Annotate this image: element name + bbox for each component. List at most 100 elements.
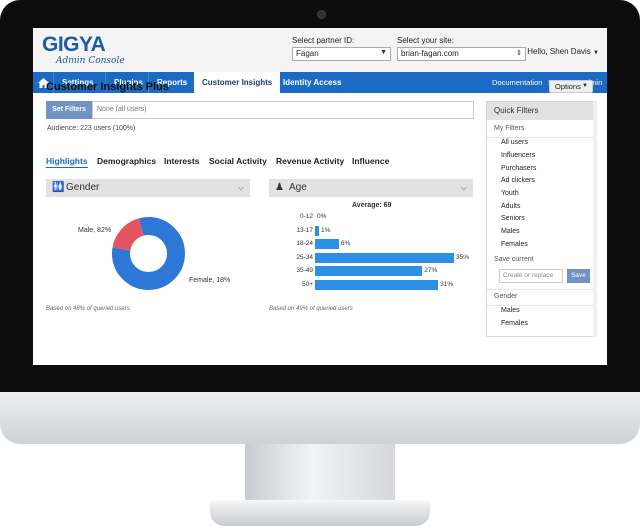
- save-filter-input[interactable]: Create or replace: [499, 269, 563, 283]
- content-area: Customer Insights Plus Options ▼ Set Fil…: [33, 28, 607, 365]
- age-value-label: 27%: [424, 267, 438, 274]
- caret-down-icon: ▼: [593, 50, 599, 56]
- monitor-chin: [0, 392, 640, 444]
- options-button[interactable]: Options ▼: [549, 80, 593, 93]
- tab-demographics[interactable]: Demographics: [97, 156, 157, 166]
- nav-reports[interactable]: Reports: [148, 72, 195, 93]
- age-row: 35-49 27%: [283, 266, 473, 276]
- filter-males[interactable]: Males: [501, 228, 520, 235]
- set-filters-button[interactable]: Set Filters: [46, 101, 92, 119]
- divider: [487, 305, 595, 306]
- filter-field[interactable]: None (all users): [92, 101, 474, 119]
- age-bar: [315, 239, 339, 249]
- age-value-label: 35%: [456, 253, 470, 261]
- main-nav: Settings Plugins Reports Customer Insigh…: [33, 72, 607, 93]
- save-current-label: Save current: [494, 256, 534, 263]
- home-button[interactable]: [33, 72, 53, 93]
- site-select[interactable]: brian-fagan.com ⇕: [397, 47, 526, 61]
- partner-select-value: Fagan: [296, 49, 319, 58]
- partner-select-label: Select partner ID:: [292, 36, 355, 45]
- divider: [487, 137, 595, 138]
- male-slice: [112, 217, 185, 290]
- age-row: 25-34 35%: [283, 252, 473, 263]
- tab-highlights[interactable]: Highlights: [46, 156, 88, 168]
- age-panel-note: Based on 49% of queried users: [269, 306, 353, 312]
- filter-youth[interactable]: Youth: [501, 190, 519, 197]
- filter-females[interactable]: Females: [501, 241, 528, 248]
- my-filters-label: My Filters: [494, 125, 525, 132]
- screen: GIGYA Admin Console Select partner ID: F…: [33, 28, 607, 365]
- filter-gender-males[interactable]: Males: [501, 307, 520, 314]
- nav-customer-insights[interactable]: Customer Insights: [194, 72, 281, 93]
- audience-count: Audience: 223 users (100%): [47, 125, 136, 132]
- age-category-label: 35-49: [296, 267, 313, 274]
- age-category-label: 18-24: [296, 240, 313, 247]
- user-menu[interactable]: Hello, Shen Davis ▼: [527, 47, 599, 56]
- hello-text: Hello,: [527, 47, 548, 56]
- age-row: 18-24 6%: [283, 239, 473, 249]
- site-select-value: brian-fagan.com: [401, 49, 459, 58]
- home-icon: [37, 77, 49, 88]
- female-slice-label: Female, 18%: [189, 277, 231, 284]
- chevron-down-icon: ▼: [380, 49, 387, 56]
- nav-settings[interactable]: Settings: [53, 72, 102, 93]
- male-slice-label: Male, 82%: [78, 227, 112, 234]
- scrollbar[interactable]: [593, 101, 597, 337]
- age-bar: [315, 279, 439, 290]
- updown-arrows-icon: ⇕: [516, 50, 522, 57]
- age-average: Average: 69: [352, 202, 392, 209]
- nav-documentation[interactable]: Documentation: [492, 78, 543, 87]
- chevron-down-icon: ⌵: [237, 183, 244, 192]
- logo-text: GIGYA: [42, 33, 106, 56]
- partner-select[interactable]: Fagan ▼: [292, 47, 391, 61]
- nav-identity-access[interactable]: Identity Access: [283, 78, 342, 87]
- filter-influencers[interactable]: Influencers: [501, 152, 536, 159]
- monitor-stand: [245, 444, 395, 504]
- filter-all-users[interactable]: All users: [501, 139, 528, 146]
- age-value-label: 1%: [320, 226, 331, 234]
- logo-subtitle: Admin Console: [56, 56, 125, 66]
- age-row: 0-12 0%: [283, 212, 473, 222]
- age-category-label: 50+: [301, 280, 313, 288]
- filter-purchasers[interactable]: Purchasers: [501, 165, 537, 172]
- camera: [317, 10, 326, 19]
- tab-revenue-activity[interactable]: Revenue Activity: [276, 156, 345, 166]
- quick-filters-title: Quick Filters: [487, 102, 595, 120]
- age-value-label: 31%: [440, 280, 454, 288]
- gender-filters-label: Gender: [494, 293, 518, 300]
- tab-influence[interactable]: Influence: [352, 156, 390, 166]
- divider: [487, 289, 595, 290]
- filter-seniors[interactable]: Seniors: [501, 215, 525, 222]
- age-bar: [315, 225, 319, 236]
- partner-select-group: Select partner ID: Fagan ▼: [292, 36, 391, 61]
- site-select-label: Select your site:: [397, 36, 454, 45]
- site-select-group: Select your site: brian-fagan.com ⇕: [397, 36, 526, 61]
- filter-ad-clickers[interactable]: Ad clickers: [501, 177, 535, 184]
- age-bar: [315, 252, 454, 263]
- filter-gender-females[interactable]: Females: [501, 320, 528, 327]
- person-icon: ♟: [275, 182, 284, 193]
- save-filter-button[interactable]: Save: [567, 269, 590, 283]
- nav-plugins[interactable]: Plugins: [105, 72, 151, 93]
- quick-filters-panel: Quick Filters My Filters All users Influ…: [486, 101, 596, 337]
- gender-icon: 🚻: [52, 182, 65, 193]
- filter-adults[interactable]: Adults: [501, 203, 521, 210]
- gender-panel-note: Based on 48% of queried users: [46, 306, 130, 312]
- gigya-logo[interactable]: GIGYA Admin Console: [42, 33, 125, 66]
- tab-social-activity[interactable]: Social Activity: [209, 156, 267, 166]
- gender-donut-chart: [112, 217, 185, 290]
- age-value-label: 6%: [340, 240, 351, 247]
- options-label: Options: [555, 82, 581, 91]
- age-row: 13-17 1%: [283, 225, 473, 236]
- gender-panel-header[interactable]: 🚻 Gender ⌵: [46, 179, 250, 197]
- age-panel-header[interactable]: ♟ Age ⌵: [269, 179, 473, 197]
- age-category-label: 13-17: [296, 226, 313, 234]
- age-row: 50+ 31%: [283, 279, 473, 290]
- age-bar: [315, 266, 423, 276]
- age-category-label: 0-12: [299, 213, 313, 220]
- tab-interests[interactable]: Interests: [164, 156, 200, 166]
- age-value-label: 0%: [317, 213, 327, 220]
- app-header: GIGYA Admin Console Select partner ID: F…: [33, 28, 607, 72]
- page-title: Customer Insights Plus: [46, 81, 169, 93]
